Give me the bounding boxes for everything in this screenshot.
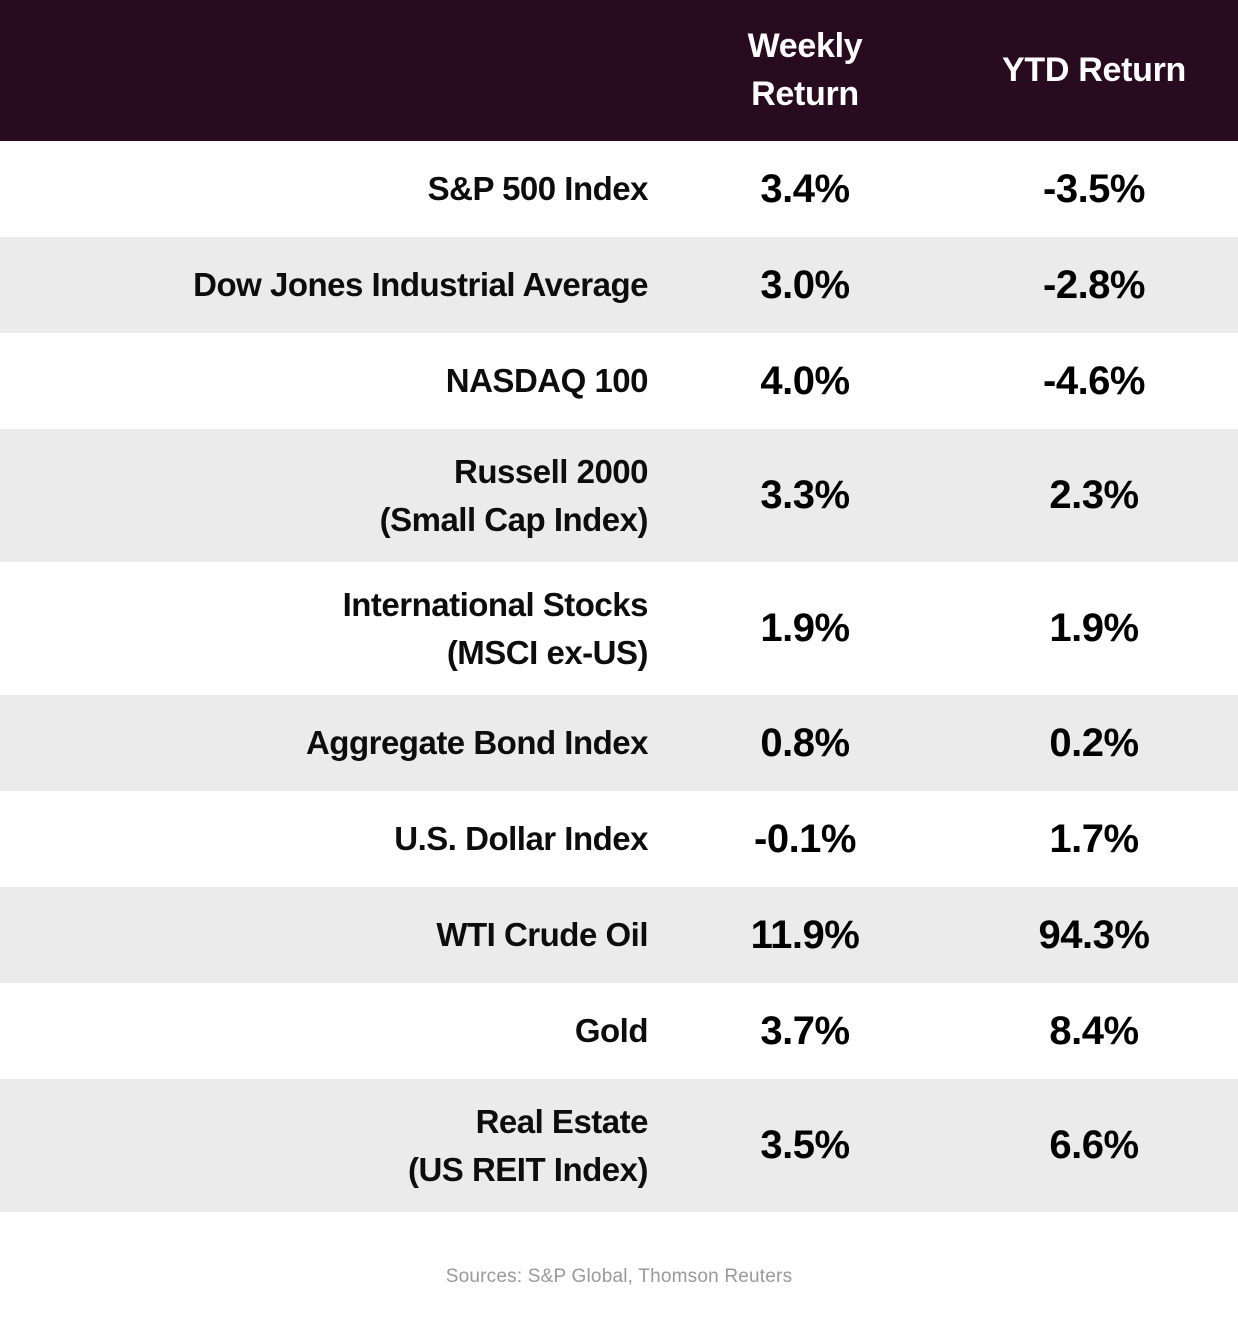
- ytd-return-value: 8.4%: [1049, 1008, 1139, 1053]
- row-label: Dow Jones Industrial Average: [193, 266, 648, 304]
- weekly-return-value: 11.9%: [750, 912, 860, 957]
- ytd-return-cell: -4.6%: [950, 333, 1238, 429]
- ytd-return-cell: -3.5%: [950, 141, 1238, 237]
- row-label-cell: U.S. Dollar Index: [0, 791, 660, 887]
- weekly-return-cell: 1.9%: [660, 562, 950, 695]
- weekly-return-value: 3.5%: [760, 1123, 850, 1167]
- header-cell-ytd: YTD Return: [950, 0, 1238, 141]
- table-footer: Sources: S&P Global, Thomson Reuters: [0, 1212, 1238, 1342]
- table-row-wti-crude-oil: WTI Crude Oil 11.9% 94.3%: [0, 887, 1238, 983]
- weekly-return-value: 0.8%: [760, 720, 850, 765]
- row-label: S&P 500 Index: [427, 170, 649, 208]
- row-sublabel: (Small Cap Index): [379, 500, 649, 538]
- table-row-sp500: S&P 500 Index 3.4% -3.5%: [0, 141, 1238, 237]
- row-label-cell: Real Estate (US REIT Index): [0, 1079, 660, 1212]
- weekly-return-cell: 0.8%: [660, 695, 950, 791]
- ytd-return-cell: 2.3%: [950, 429, 1238, 562]
- weekly-return-cell: 3.0%: [660, 237, 950, 333]
- ytd-return-cell: 6.6%: [950, 1079, 1238, 1212]
- row-label-cell: S&P 500 Index: [0, 141, 660, 237]
- ytd-return-cell: 8.4%: [950, 983, 1238, 1079]
- weekly-return-value: 3.3%: [760, 473, 850, 517]
- weekly-return-value: 3.7%: [760, 1008, 850, 1053]
- row-label: International Stocks: [342, 585, 649, 623]
- table-row-russell-2000: Russell 2000 (Small Cap Index) 3.3% 2.3%: [0, 429, 1238, 562]
- column-header-weekly-return: Weekly Return: [747, 26, 863, 113]
- sources-note: Sources: S&P Global, Thomson Reuters: [445, 1266, 793, 1287]
- row-label-cell: Dow Jones Industrial Average: [0, 237, 660, 333]
- column-header-ytd-return: YTD Return: [1001, 50, 1186, 89]
- header-cell-weekly: Weekly Return: [660, 0, 950, 141]
- ytd-return-value: 94.3%: [1038, 912, 1150, 957]
- ytd-return-value: -2.8%: [1043, 262, 1146, 307]
- row-sublabel: (MSCI ex-US): [446, 633, 649, 671]
- weekly-return-cell: 3.7%: [660, 983, 950, 1079]
- weekly-return-cell: 3.4%: [660, 141, 950, 237]
- row-label-cell: NASDAQ 100: [0, 333, 660, 429]
- ytd-return-cell: 94.3%: [950, 887, 1238, 983]
- weekly-return-value: 1.9%: [760, 606, 850, 650]
- weekly-return-cell: 3.5%: [660, 1079, 950, 1212]
- ytd-return-cell: -2.8%: [950, 237, 1238, 333]
- ytd-return-cell: 0.2%: [950, 695, 1238, 791]
- table-row-gold: Gold 3.7% 8.4%: [0, 983, 1238, 1079]
- ytd-return-value: 0.2%: [1049, 720, 1139, 765]
- row-label-cell: Aggregate Bond Index: [0, 695, 660, 791]
- weekly-return-cell: 4.0%: [660, 333, 950, 429]
- ytd-return-value: 1.7%: [1049, 816, 1139, 861]
- row-label-cell: Russell 2000 (Small Cap Index): [0, 429, 660, 562]
- row-label: NASDAQ 100: [445, 362, 649, 400]
- row-sublabel: (US REIT Index): [407, 1150, 649, 1188]
- weekly-return-cell: -0.1%: [660, 791, 950, 887]
- weekly-return-value: -0.1%: [754, 816, 857, 861]
- weekly-return-value: 3.4%: [760, 166, 850, 211]
- row-label: Real Estate: [475, 1102, 649, 1140]
- table-row-real-estate: Real Estate (US REIT Index) 3.5% 6.6%: [0, 1079, 1238, 1212]
- weekly-return-value: 3.0%: [760, 262, 850, 307]
- ytd-return-cell: 1.9%: [950, 562, 1238, 695]
- table-row-international-stocks: International Stocks (MSCI ex-US) 1.9% 1…: [0, 562, 1238, 695]
- table-header-row: Weekly Return YTD Return: [0, 0, 1238, 141]
- row-label: U.S. Dollar Index: [394, 820, 648, 858]
- row-label: Gold: [574, 1012, 649, 1050]
- ytd-return-cell: 1.7%: [950, 791, 1238, 887]
- row-label: Russell 2000: [454, 452, 648, 490]
- weekly-return-cell: 11.9%: [660, 887, 950, 983]
- ytd-return-value: -3.5%: [1043, 166, 1146, 211]
- row-label: WTI Crude Oil: [436, 916, 648, 954]
- row-label: Aggregate Bond Index: [305, 724, 649, 762]
- ytd-return-value: -4.6%: [1043, 358, 1146, 403]
- ytd-return-value: 1.9%: [1049, 606, 1139, 650]
- row-label-cell: Gold: [0, 983, 660, 1079]
- row-label-cell: WTI Crude Oil: [0, 887, 660, 983]
- table-row-us-dollar: U.S. Dollar Index -0.1% 1.7%: [0, 791, 1238, 887]
- table-row-nasdaq: NASDAQ 100 4.0% -4.6%: [0, 333, 1238, 429]
- ytd-return-value: 6.6%: [1049, 1123, 1139, 1167]
- weekly-return-value: 4.0%: [760, 358, 850, 403]
- weekly-return-cell: 3.3%: [660, 429, 950, 562]
- table-row-aggregate-bond: Aggregate Bond Index 0.8% 0.2%: [0, 695, 1238, 791]
- header-empty-cell: [0, 0, 660, 141]
- ytd-return-value: 2.3%: [1049, 473, 1139, 517]
- row-label-cell: International Stocks (MSCI ex-US): [0, 562, 660, 695]
- table-row-dow-jones: Dow Jones Industrial Average 3.0% -2.8%: [0, 237, 1238, 333]
